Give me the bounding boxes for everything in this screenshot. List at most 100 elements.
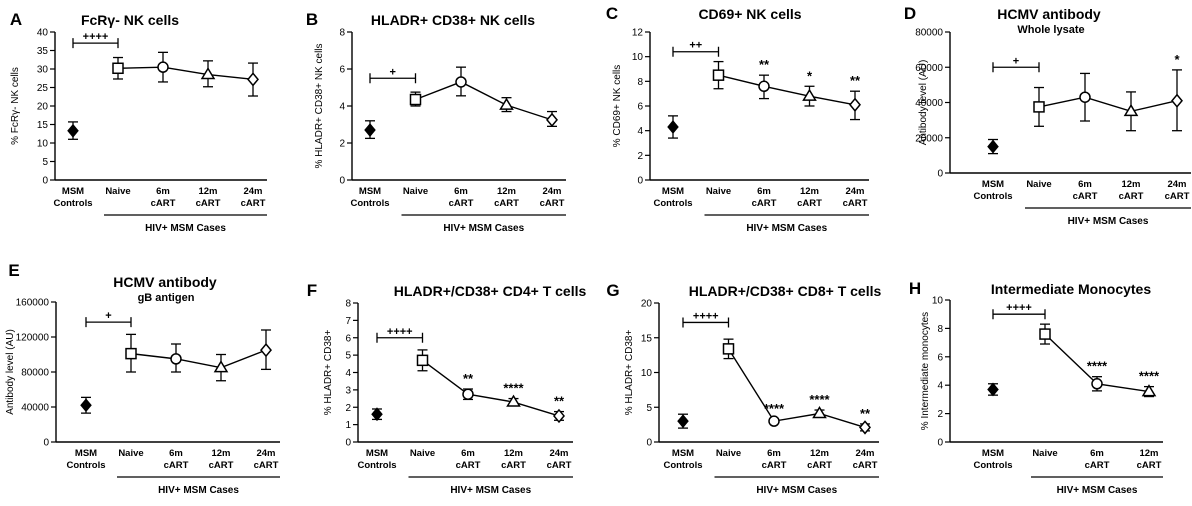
significance-stars: ** bbox=[759, 57, 770, 72]
x-tick-label: Naive bbox=[706, 186, 731, 197]
y-axis-label: % HLADR+ CD38+ NK cells bbox=[314, 43, 325, 168]
significance-stars: ** bbox=[554, 394, 565, 409]
x-tick-label: cART bbox=[843, 198, 868, 209]
panel-letter: B bbox=[306, 10, 318, 29]
y-tick-label: 0 bbox=[637, 176, 643, 187]
y-tick-label: 0 bbox=[345, 438, 351, 449]
series-line bbox=[130, 349, 267, 369]
marker-square bbox=[409, 93, 422, 106]
y-tick-label: 12 bbox=[632, 28, 644, 39]
marker-square bbox=[416, 354, 429, 367]
significance-label: ++++ bbox=[83, 31, 109, 43]
group-label: HIV+ MSM Cases bbox=[1057, 485, 1138, 496]
x-tick-label: cART bbox=[209, 460, 234, 471]
x-tick-label: 24m bbox=[845, 186, 864, 197]
chart-panel-d: D HCMV antibody Whole lysate 0 20000 40000 600… bbox=[904, 4, 1191, 227]
x-tick-label: 6m bbox=[1090, 448, 1104, 459]
x-tick-label: cART bbox=[547, 460, 572, 471]
y-tick-label: 8 bbox=[345, 299, 351, 310]
significance-stars: **** bbox=[809, 392, 830, 407]
y-tick-label: 3 bbox=[345, 385, 351, 396]
x-tick-label: Controls bbox=[350, 198, 389, 209]
chart-title: HLADR+ CD38+ NK cells bbox=[371, 12, 535, 28]
series-line bbox=[718, 74, 856, 106]
y-tick-label: 6 bbox=[637, 102, 643, 113]
significance-label: ++ bbox=[689, 40, 702, 52]
y-tick-label: 40000 bbox=[21, 403, 49, 414]
x-tick-label: Naive bbox=[1026, 179, 1051, 190]
significance-bracket bbox=[992, 309, 1046, 320]
significance-label: + bbox=[390, 66, 396, 78]
significance-label: ++++ bbox=[693, 310, 719, 322]
marker-square bbox=[722, 343, 735, 355]
significance-stars: * bbox=[807, 68, 813, 83]
chart-panel-c: C CD69+ NK cells 0 2 4 6 8 10 12 % CD69+ NK cells… bbox=[606, 4, 869, 234]
y-tick-label: 10 bbox=[932, 296, 944, 307]
x-tick-label: cART bbox=[752, 198, 777, 209]
x-tick-label: 24m bbox=[549, 448, 568, 459]
panel-letter: G bbox=[606, 281, 619, 300]
y-tick-label: 60000 bbox=[915, 63, 943, 74]
y-tick-label: 35 bbox=[37, 46, 49, 57]
x-tick-label: cART bbox=[1085, 460, 1110, 471]
significance-bracket bbox=[85, 317, 132, 328]
series-line bbox=[117, 66, 254, 81]
y-tick-label: 80000 bbox=[21, 368, 49, 379]
x-tick-label: cART bbox=[540, 198, 565, 209]
chart-panel-g: G HLADR+/CD38+ CD8+ T cells 0 5 10 15 20 % HLAD… bbox=[606, 281, 881, 496]
y-tick-label: 10 bbox=[632, 52, 644, 63]
y-tick-label: 20 bbox=[37, 102, 49, 113]
group-label: HIV+ MSM Cases bbox=[145, 223, 226, 234]
significance-bracket bbox=[992, 62, 1040, 73]
x-tick-label: cART bbox=[449, 198, 474, 209]
x-tick-label: cART bbox=[164, 460, 189, 471]
y-tick-label: 160000 bbox=[16, 298, 50, 309]
y-axis-label: % HLADR+ CD38+ bbox=[624, 330, 635, 416]
x-tick-label: MSM bbox=[672, 448, 694, 459]
chart-panel-f: F HLADR+/CD38+ CD4+ T cells 0 1 2 3 4 5 6 7 8 % HLA… bbox=[307, 281, 587, 496]
y-tick-label: 6 bbox=[937, 352, 943, 363]
y-tick-label: 2 bbox=[345, 403, 351, 414]
x-tick-label: 6m bbox=[757, 186, 771, 197]
marker-diamond bbox=[553, 408, 565, 424]
marker-triangle bbox=[499, 97, 514, 110]
x-tick-label: MSM bbox=[982, 179, 1004, 190]
chart-title: CD69+ NK cells bbox=[698, 6, 801, 22]
marker-filled-diamond bbox=[67, 123, 79, 138]
marker-triangle bbox=[802, 88, 817, 101]
chart-title: HCMV antibody bbox=[113, 274, 217, 290]
x-tick-label: cART bbox=[241, 198, 266, 209]
x-tick-label: 6m bbox=[156, 186, 170, 197]
y-tick-label: 20 bbox=[641, 299, 653, 310]
marker-diamond bbox=[260, 342, 272, 358]
marker-square bbox=[1039, 328, 1051, 340]
y-tick-label: 0 bbox=[42, 176, 48, 187]
y-axis-label: % Intermediate monocytes bbox=[920, 312, 931, 430]
x-tick-label: 6m bbox=[461, 448, 475, 459]
y-tick-label: 8 bbox=[937, 324, 943, 335]
y-tick-label: 4 bbox=[339, 102, 345, 113]
x-tick-label: 6m bbox=[454, 186, 468, 197]
significance-stars: ** bbox=[860, 406, 871, 421]
significance-stars: **** bbox=[503, 381, 524, 396]
y-tick-label: 80000 bbox=[915, 28, 943, 39]
series-line bbox=[415, 81, 553, 121]
panel-letter: C bbox=[606, 4, 618, 23]
y-tick-label: 7 bbox=[345, 316, 351, 327]
y-tick-label: 2 bbox=[637, 151, 643, 162]
y-tick-label: 4 bbox=[345, 368, 351, 379]
marker-filled-diamond bbox=[667, 120, 679, 134]
x-tick-label: cART bbox=[1165, 191, 1190, 202]
marker-circle bbox=[157, 61, 169, 73]
significance-stars: ** bbox=[463, 371, 474, 386]
marker-filled-diamond bbox=[987, 139, 999, 154]
x-tick-label: Controls bbox=[663, 460, 702, 471]
x-tick-label: 24m bbox=[855, 448, 874, 459]
y-tick-label: 10 bbox=[641, 368, 653, 379]
y-axis-label: Antibody level (AU) bbox=[5, 329, 16, 415]
marker-square bbox=[112, 62, 124, 75]
marker-diamond bbox=[1171, 93, 1183, 108]
x-tick-label: cART bbox=[151, 198, 176, 209]
significance-stars: * bbox=[1174, 52, 1180, 67]
